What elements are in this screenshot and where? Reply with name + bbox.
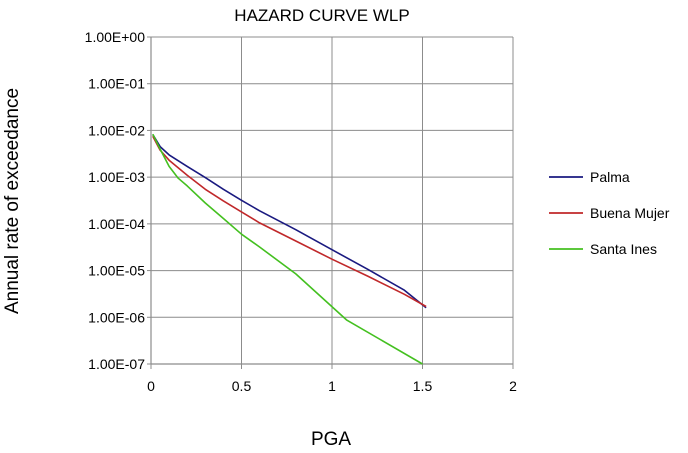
x-tick-label: 0.5	[232, 378, 252, 394]
series-layer	[152, 133, 427, 365]
legend-label-palma: Palma	[590, 169, 630, 185]
x-axis-label: PGA	[311, 429, 351, 450]
y-axis-label: Annual rate of exceedance	[2, 88, 23, 314]
x-tick-labels: 0 0.5 1 1.5 2	[147, 378, 517, 394]
y-tick-label: 1.00E-07	[88, 356, 145, 372]
grid-layer	[150, 36, 514, 365]
y-tick-label: 1.00E+00	[85, 29, 146, 45]
x-tick-label: 1	[328, 378, 336, 394]
x-tick-label: 2	[509, 378, 517, 394]
y-tick-label: 1.00E-06	[88, 309, 145, 325]
series-line-santa-ines	[152, 133, 423, 365]
axis-layer	[147, 36, 514, 369]
y-tick-label: 1.00E-03	[88, 169, 145, 185]
y-tick-label: 1.00E-01	[88, 76, 145, 92]
series-line-palma	[152, 134, 427, 309]
legend-label-buena-mujer: Buena Mujer	[590, 205, 670, 221]
legend-label-santa-ines: Santa Ines	[590, 241, 657, 257]
x-tick-label: 1.5	[413, 378, 433, 394]
y-tick-label: 1.00E-04	[88, 216, 145, 232]
series-line-buena-mujer	[152, 135, 427, 308]
y-tick-label: 1.00E-05	[88, 263, 145, 279]
legend: Palma Buena Mujer Santa Ines	[549, 169, 670, 257]
y-tick-label: 1.00E-02	[88, 122, 145, 138]
x-tick-label: 0	[147, 378, 155, 394]
y-tick-labels: 1.00E+00 1.00E-01 1.00E-02 1.00E-03 1.00E-04…	[85, 29, 146, 372]
chart-title: HAZARD CURVE WLP	[234, 6, 409, 25]
